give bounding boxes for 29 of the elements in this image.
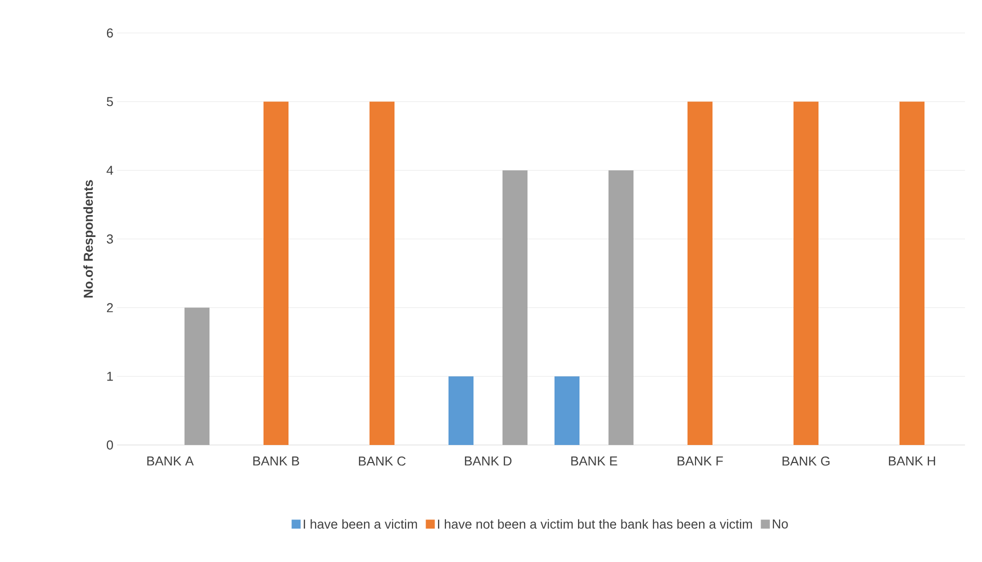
legend-label: I have not been a victim but the bank has been a victim [438,519,752,529]
x-tick-label: BANK A [147,456,194,466]
legend-label: No [772,519,788,528]
y-tick-label: 5 [106,97,113,106]
y-tick-label: 4 [106,166,114,175]
legend-label: I have been a victim [304,519,417,529]
bar [554,376,580,445]
x-tick-label: BANK G [782,456,830,466]
x-tick-label: BANK H [888,456,936,466]
x-tick-label: BANK F [678,456,723,466]
y-tick-label: 1 [107,372,113,381]
y-axis-title: No.of Respondents [83,180,96,298]
x-tick-label: BANK D [464,456,512,466]
bar [900,102,925,445]
x-tick-label: BANK E [571,456,618,466]
bar [448,376,474,445]
bar [688,102,713,445]
x-tick-label: BANK C [358,456,406,466]
y-tick-label: 2 [106,303,113,312]
bar [608,170,634,445]
bar [264,102,289,445]
bar [184,308,210,445]
y-tick-label: 0 [106,440,113,450]
x-tick-label: BANK B [253,456,300,466]
bar [794,102,819,445]
bar [370,102,395,445]
y-tick-label: 3 [106,234,113,244]
y-tick-label: 6 [106,28,113,38]
bar [502,170,528,445]
